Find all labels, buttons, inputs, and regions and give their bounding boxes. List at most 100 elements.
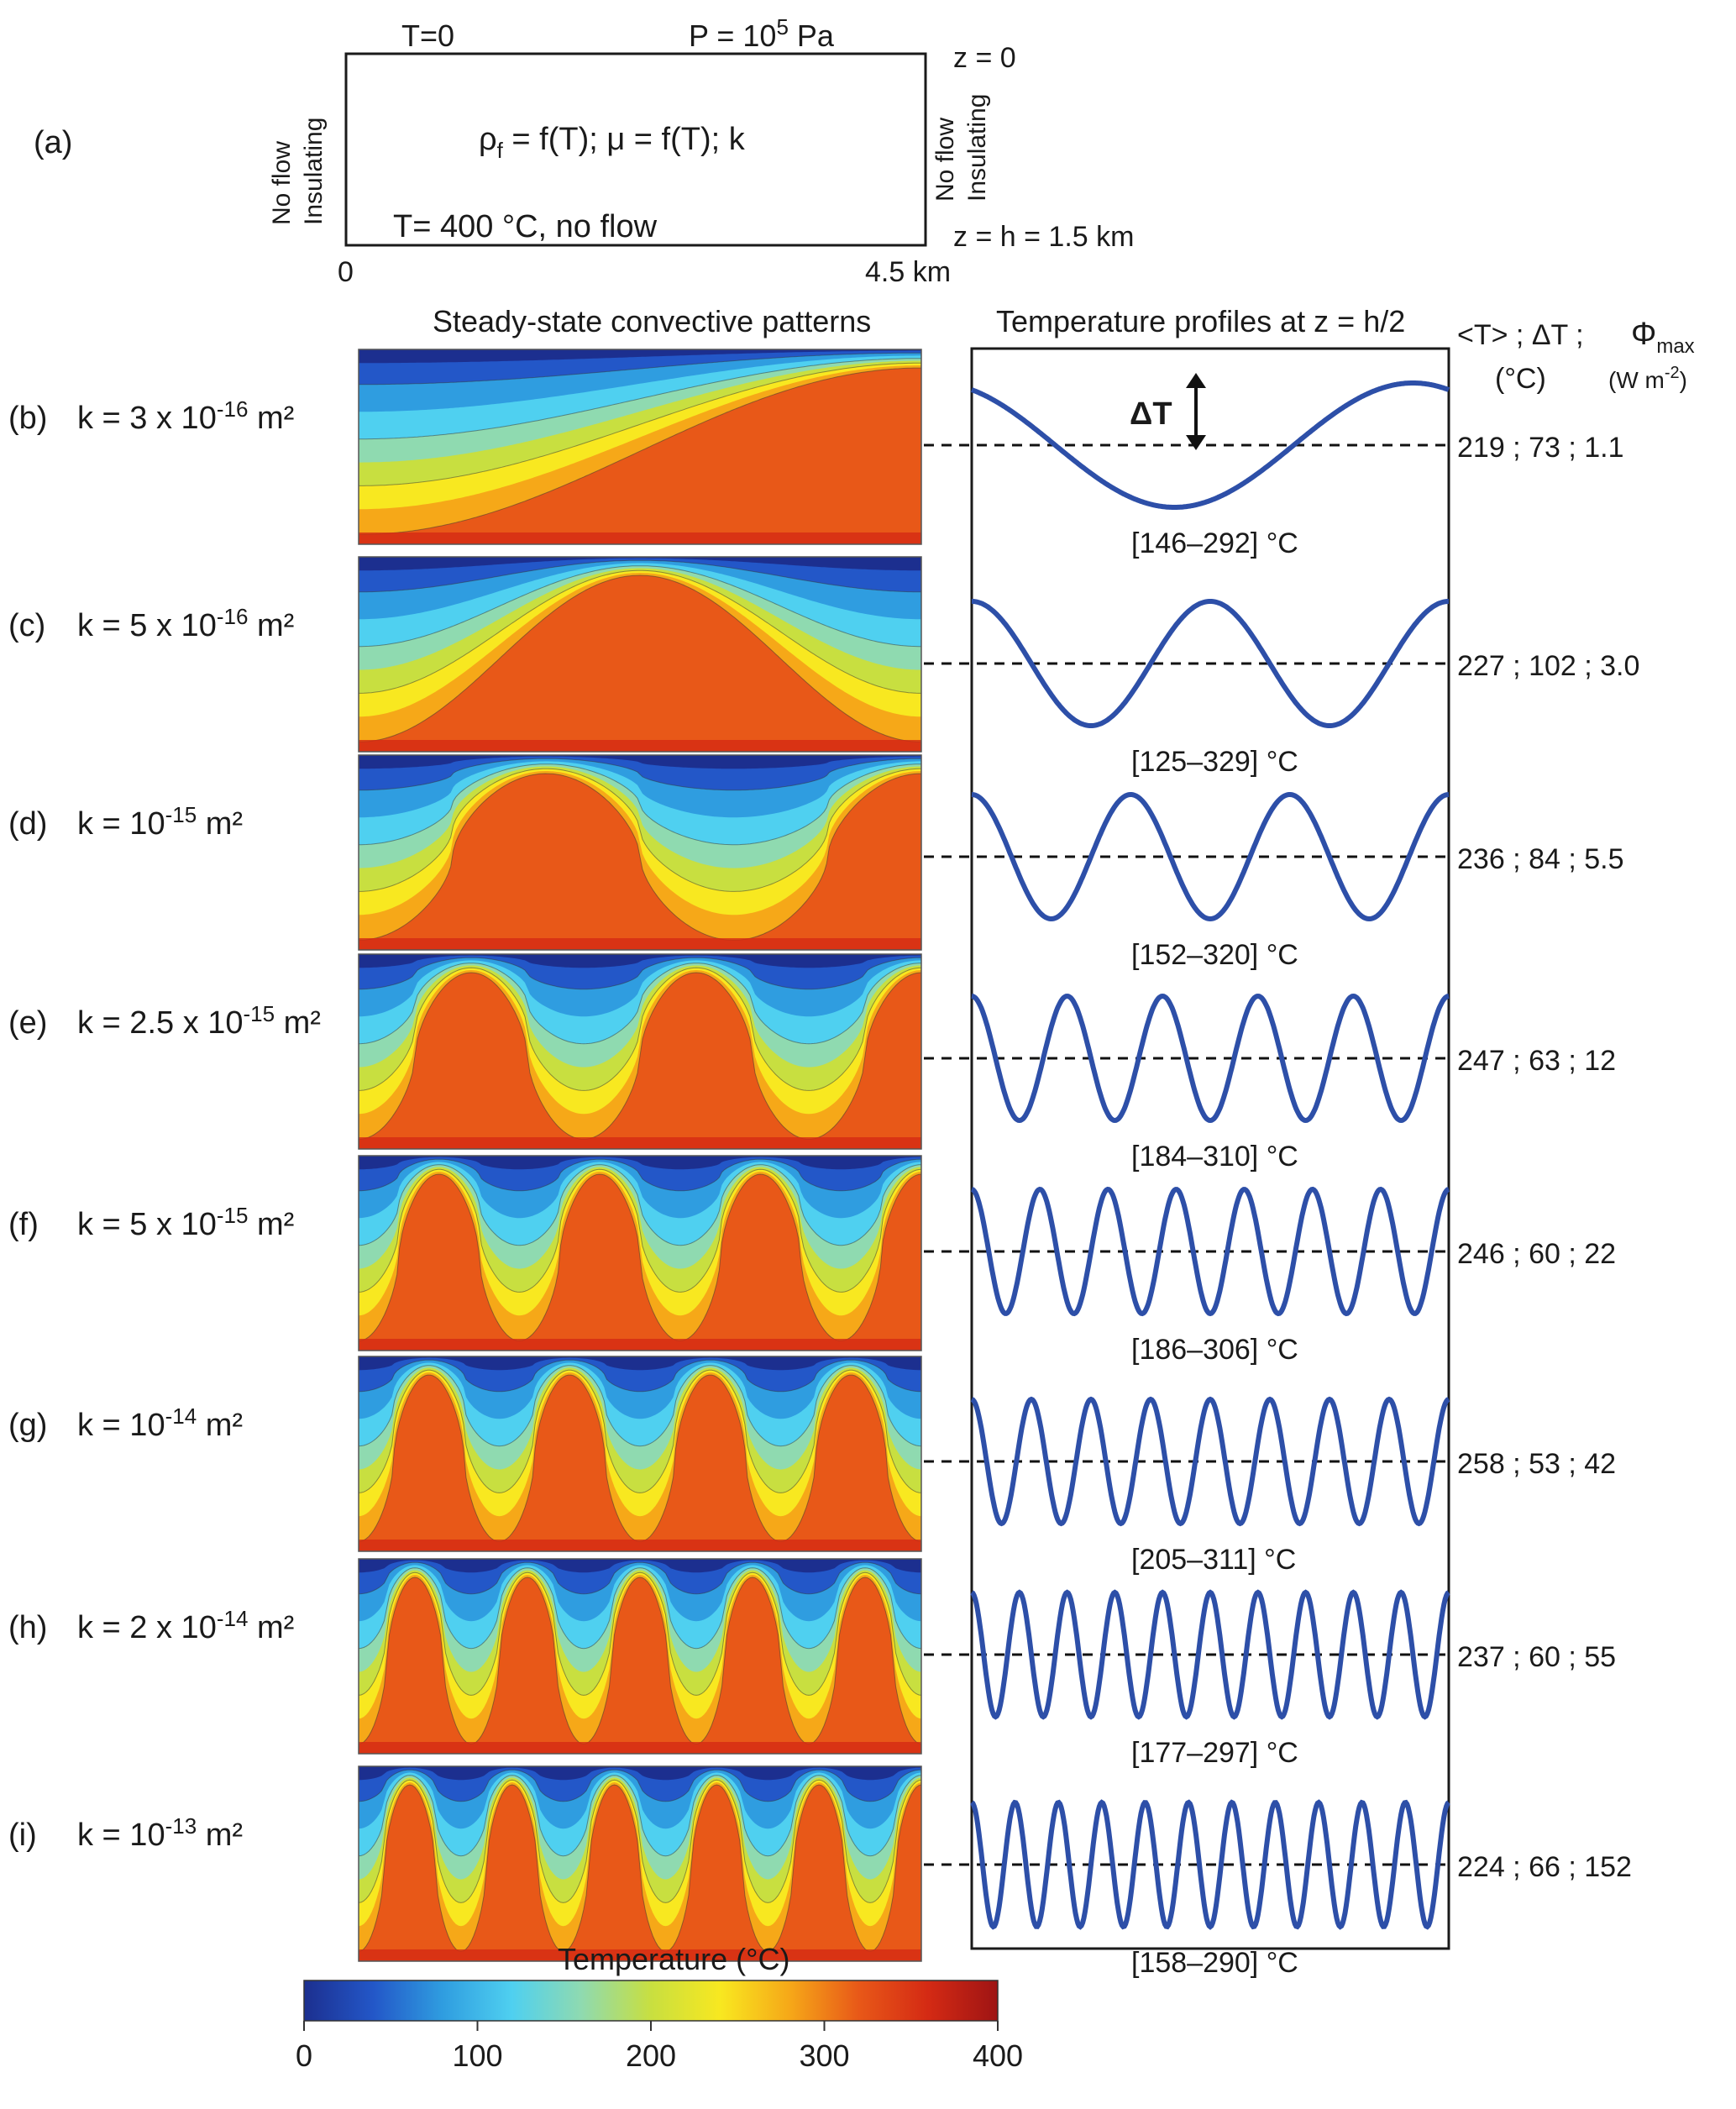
isotherm-band: [359, 1766, 921, 1781]
row-label: (h): [8, 1610, 47, 1645]
colorbar-title: Temperature (°C): [558, 1942, 789, 1976]
panel-a-label: (a): [34, 125, 72, 160]
convective-pattern: [359, 1766, 921, 1961]
colorbar-tick-label: 400: [973, 2038, 1023, 2073]
isotherm-band: [359, 557, 921, 593]
stats-unit: (°C): [1495, 363, 1546, 395]
profiles-header: Temperature profiles at z = h/2: [996, 304, 1405, 338]
arrow-up-icon: [1186, 373, 1206, 388]
row-stats: 258 ; 53 ; 42: [1457, 1448, 1616, 1480]
phi-header: Φmax: [1631, 317, 1695, 358]
isotherm-band: [359, 755, 921, 769]
permeability-label: k = 10-15 m²: [77, 802, 243, 842]
permeability-label: k = 3 x 10-16 m²: [77, 396, 294, 436]
top-temperature: T=0: [401, 18, 454, 53]
row-label: (g): [8, 1408, 47, 1443]
top-pressure: P = 105 Pa: [689, 14, 835, 53]
isotherm-band: [359, 557, 921, 571]
temperature-profile: [972, 599, 1449, 728]
temperature-range: [152–320] °C: [1131, 939, 1298, 971]
temperature-profile: [971, 1186, 1450, 1317]
panel-a: (a) T=0 P = 105 Pa z = 0 z = h = 1.5 km …: [34, 14, 1134, 288]
row-label: (d): [8, 806, 47, 842]
temperature-range: [177–297] °C: [1131, 1737, 1298, 1769]
convective-pattern: [359, 755, 921, 950]
temperature-profile: [970, 380, 1450, 510]
colorbar-tick-label: 0: [296, 2038, 312, 2073]
row-e: (e) k = 2.5 x 10-15 m² [184–310] °C 247 ; 6…: [8, 953, 1616, 1173]
colorbar: Temperature (°C) 0 100 200 300 400: [296, 1942, 1023, 2073]
row-g: (g) k = 10-14 m² [205–311] °C 258 ; 53 ; 42: [8, 1356, 1616, 1576]
left-bc-line1: No flow: [268, 141, 296, 225]
temperature-profile: [970, 1396, 1450, 1527]
row-stats: 227 ; 102 ; 3.0: [1457, 650, 1639, 682]
row-label: (f): [8, 1207, 39, 1242]
row-stats: 224 ; 66 ; 152: [1457, 1851, 1632, 1883]
temperature-profile: [970, 1589, 1450, 1720]
colorbar-tick-label: 200: [626, 2038, 676, 2073]
permeability-label: k = 5 x 10-15 m²: [77, 1203, 294, 1242]
patterns-header: Steady-state convective patterns: [433, 304, 871, 338]
row-stats: 237 ; 60 ; 55: [1457, 1641, 1616, 1673]
convective-pattern: [359, 1156, 921, 1351]
isotherm-band: [359, 349, 921, 364]
isotherm-band: [359, 954, 921, 968]
row-i: (i) k = 10-13 m² [158–290] °C 224 ; 66 ; 15…: [8, 1765, 1632, 1979]
rows-layer: (b) k = 3 x 10-16 m² [146–292] °C 219 ; 73 …: [8, 349, 1639, 1979]
delta-t-annotation: ΔT: [1130, 373, 1206, 450]
profiles-frame: [970, 347, 1450, 1950]
isotherm-band: [359, 1356, 921, 1371]
row-h: (h) k = 2 x 10-14 m² [177–297] °C 237 ; 60 …: [8, 1558, 1616, 1769]
temperature-range: [146–292] °C: [1131, 527, 1298, 559]
row-stats: 236 ; 84 ; 5.5: [1457, 843, 1624, 875]
right-bc-line1: No flow: [931, 118, 959, 202]
convective-pattern: [359, 1559, 921, 1754]
convective-pattern: [359, 954, 921, 1149]
isotherm-band: [359, 1559, 921, 1573]
temperature-range: [158–290] °C: [1131, 1947, 1298, 1979]
z-top-label: z = 0: [953, 42, 1016, 74]
fluid-properties: ρf = f(T); μ = f(T); k: [479, 122, 746, 163]
permeability-label: k = 2.5 x 10-15 m²: [77, 1001, 321, 1041]
row-b: (b) k = 3 x 10-16 m² [146–292] °C 219 ; 73 …: [8, 349, 1624, 559]
left-bc-line2: Insulating: [300, 118, 328, 225]
row-label: (c): [8, 608, 45, 643]
permeability-label: k = 2 x 10-14 m²: [77, 1606, 294, 1645]
isotherm-band: [359, 1559, 921, 1595]
convective-pattern: [359, 1356, 921, 1551]
x-start-label: 0: [338, 256, 354, 288]
temperature-range: [125–329] °C: [1131, 746, 1298, 778]
row-label: (e): [8, 1005, 47, 1041]
convective-pattern: [359, 349, 921, 544]
row-stats: 247 ; 63 ; 12: [1457, 1045, 1616, 1077]
arrow-down-icon: [1186, 435, 1206, 450]
temperature-range: [184–310] °C: [1131, 1141, 1298, 1173]
stats-header: <T> ; ΔT ;: [1457, 319, 1584, 351]
row-d: (d) k = 10-15 m² [152–320] °C 236 ; 84 ; 5.…: [8, 754, 1624, 971]
row-stats: 246 ; 60 ; 22: [1457, 1238, 1616, 1270]
phi-unit: (W m-2): [1608, 364, 1687, 393]
colorbar-tick-label: 300: [799, 2038, 849, 2073]
row-label: (i): [8, 1818, 37, 1853]
convective-pattern: [359, 557, 921, 752]
colorbar-ticks: 0 100 200 300 400: [296, 2021, 1023, 2073]
temperature-profile: [970, 1799, 1450, 1930]
delta-t-label: ΔT: [1130, 396, 1172, 432]
row-stats: 219 ; 73 ; 1.1: [1457, 432, 1624, 464]
temperature-profile: [971, 792, 1450, 922]
temperature-profile: [971, 993, 1450, 1124]
permeability-label: k = 10-14 m²: [77, 1403, 243, 1443]
row-label: (b): [8, 401, 47, 436]
row-c: (c) k = 5 x 10-16 m² [125–329] °C 227 ; 102…: [8, 556, 1639, 778]
colorbar-bar: [303, 1980, 999, 2022]
temperature-range: [186–306] °C: [1131, 1334, 1298, 1366]
isotherm-band: [359, 1156, 921, 1170]
row-f: (f) k = 5 x 10-15 m² [186–306] °C 246 ; 60 …: [8, 1155, 1616, 1366]
colorbar-tick-label: 100: [452, 2038, 502, 2073]
domain-box: [344, 52, 927, 247]
x-end-label: 4.5 km: [865, 256, 951, 288]
bottom-bc: T= 400 °C, no flow: [393, 209, 658, 244]
permeability-label: k = 5 x 10-16 m²: [77, 604, 294, 643]
right-bc-line2: Insulating: [963, 94, 991, 202]
